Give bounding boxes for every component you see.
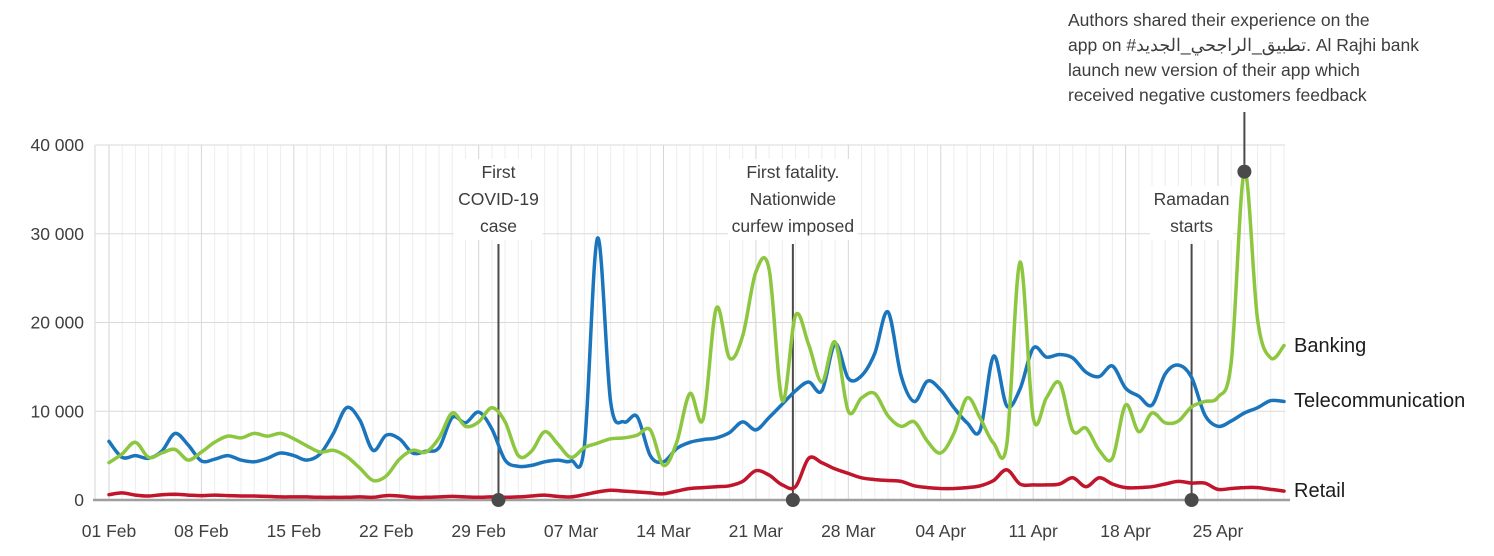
x-tick-label: 22 Feb: [359, 521, 413, 541]
event-label: Ramadan starts: [1149, 186, 1234, 240]
event-label-line: Nationwide: [749, 189, 837, 209]
y-tick-label: 10 000: [30, 401, 84, 421]
x-tick-label: 28 Mar: [821, 521, 876, 541]
y-tick-label: 40 000: [30, 135, 84, 155]
x-tick-label: 01 Feb: [82, 521, 136, 541]
x-tick-label: 08 Feb: [174, 521, 228, 541]
annotation-line-2: app on #تطبيق_الراجحي_الجديد. Al Rajhi b…: [1068, 35, 1419, 55]
series-label-retail: Retail: [1294, 480, 1346, 503]
event-label-line: COVID-19: [458, 189, 539, 209]
x-tick-label: 04 Apr: [915, 521, 966, 541]
event-dot: [785, 493, 800, 507]
series-line-telecommunication: [107, 236, 1286, 469]
event-label-line: starts: [1170, 216, 1213, 236]
x-tick-label: 14 Mar: [636, 521, 691, 541]
event-label: First fatality. Nationwide curfew imposed: [727, 159, 859, 240]
x-tick-label: 18 Apr: [1100, 521, 1151, 541]
x-tick-label: 21 Mar: [729, 521, 784, 541]
annotation-text: Authors shared their experience on the a…: [1068, 8, 1494, 108]
series-line-retail: [107, 455, 1286, 500]
event-label-line: First fatality.: [746, 162, 840, 182]
y-tick-label: 30 000: [30, 224, 84, 244]
annotation-line-1: Authors shared their experience on the: [1068, 10, 1370, 30]
event-label-line: First: [481, 162, 516, 182]
event-label-line: case: [479, 216, 517, 236]
series-label-banking: Banking: [1294, 334, 1367, 357]
annotation-marker-dot: [1237, 164, 1252, 179]
event-label-line: curfew imposed: [731, 216, 855, 236]
event-dot: [1184, 493, 1199, 507]
series-line-banking: [107, 169, 1286, 483]
series-label-telecommunication: Telecommunication: [1294, 390, 1466, 413]
x-tick-label: 29 Feb: [451, 521, 505, 541]
x-tick-label: 11 Apr: [1009, 521, 1058, 541]
annotation-line-4: received negative customers feedback: [1068, 85, 1367, 105]
x-tick-label: 25 Apr: [1193, 521, 1244, 541]
x-tick-label: 15 Feb: [267, 521, 321, 541]
y-tick-label: 20 000: [30, 313, 84, 333]
event-dot: [491, 493, 506, 507]
event-label-line: Ramadan: [1153, 189, 1230, 209]
event-label: First COVID-19 case: [454, 159, 543, 240]
x-tick-label: 07 Mar: [544, 521, 599, 541]
annotation-line-3: launch new version of their app which: [1068, 60, 1360, 80]
y-tick-label: 0: [74, 490, 84, 510]
